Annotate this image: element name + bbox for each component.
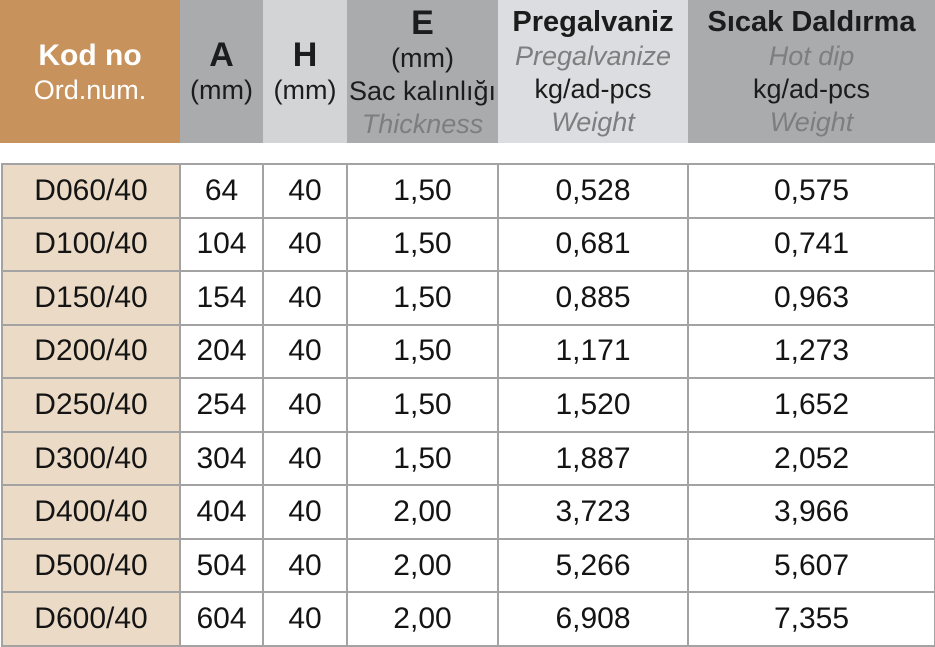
cell-pregalvaniz: 6,908 [497, 591, 689, 647]
header-pregalvaniz: Pregalvaniz Pregalvanize kg/ad-pcs Weigh… [498, 0, 688, 143]
cell-kod: D200/40 [1, 323, 181, 380]
cell-h: 40 [262, 216, 348, 273]
header-hotdip-subtitle: Hot dip [768, 41, 855, 71]
cell-kod: D500/40 [1, 537, 181, 594]
cell-a: 104 [179, 216, 264, 273]
cell-a: 404 [179, 484, 264, 540]
cell-e: 1,50 [346, 430, 499, 487]
cell-a: 304 [179, 430, 264, 487]
cell-hotdip: 0,741 [687, 216, 935, 273]
table-row: D060/40 64 40 1,50 0,528 0,575 [1, 163, 935, 219]
cell-hotdip: 7,355 [687, 591, 935, 647]
cell-a: 254 [179, 377, 264, 433]
cell-h: 40 [262, 430, 348, 487]
cell-e: 1,50 [346, 377, 499, 433]
cell-h: 40 [262, 323, 348, 380]
cell-a: 154 [179, 270, 264, 326]
header-h: H (mm) [263, 0, 347, 143]
cell-hotdip: 1,273 [687, 323, 935, 380]
cell-hotdip: 1,652 [687, 377, 935, 433]
cell-h: 40 [262, 163, 348, 219]
cell-pregalvaniz: 1,887 [497, 430, 689, 487]
cell-h: 40 [262, 591, 348, 647]
header-e-unit: (mm) [391, 43, 454, 73]
cell-a: 604 [179, 591, 264, 647]
cell-kod: D400/40 [1, 484, 181, 540]
cell-e: 1,50 [346, 163, 499, 219]
cell-h: 40 [262, 484, 348, 540]
cell-e: 1,50 [346, 270, 499, 326]
cell-h: 40 [262, 270, 348, 326]
header-h-unit: (mm) [273, 74, 337, 105]
table-row: D600/40 604 40 2,00 6,908 7,355 [1, 591, 935, 647]
header-e-label-tr: Sac kalınlığı [348, 76, 497, 106]
cell-a: 64 [179, 163, 264, 219]
header-hotdip-weight: Weight [769, 107, 854, 137]
table-header: Kod no Ord.num. A (mm) H (mm) E (mm) Sac… [0, 0, 935, 143]
header-body-gap [0, 143, 935, 163]
header-pregalvaniz-subtitle: Pregalvanize [514, 41, 672, 71]
table-row: D500/40 504 40 2,00 5,266 5,607 [1, 537, 935, 594]
header-pregalvaniz-title: Pregalvaniz [512, 6, 674, 38]
cell-e: 1,50 [346, 323, 499, 380]
cell-e: 2,00 [346, 537, 499, 594]
cell-h: 40 [262, 537, 348, 594]
cell-h: 40 [262, 377, 348, 433]
cell-kod: D150/40 [1, 270, 181, 326]
cell-hotdip: 3,966 [687, 484, 935, 540]
header-e-label-en: Thickness [361, 109, 484, 139]
cell-hotdip: 0,963 [687, 270, 935, 326]
cell-e: 2,00 [346, 484, 499, 540]
table-row: D200/40 204 40 1,50 1,171 1,273 [1, 323, 935, 380]
cell-pregalvaniz: 0,885 [497, 270, 689, 326]
cell-pregalvaniz: 0,681 [497, 216, 689, 273]
cell-pregalvaniz: 1,520 [497, 377, 689, 433]
header-pregalvaniz-weight: Weight [551, 107, 635, 137]
table-row: D300/40 304 40 1,50 1,887 2,052 [1, 430, 935, 487]
header-a: A (mm) [180, 0, 263, 143]
table-row: D150/40 154 40 1,50 0,885 0,963 [1, 270, 935, 326]
table-row: D100/40 104 40 1,50 0,681 0,741 [1, 216, 935, 273]
header-h-title: H [292, 35, 318, 74]
cell-hotdip: 0,575 [687, 163, 935, 219]
cell-kod: D250/40 [1, 377, 181, 433]
header-hotdip-title: Sıcak Daldırma [707, 6, 916, 38]
cell-pregalvaniz: 1,171 [497, 323, 689, 380]
cell-kod: D100/40 [1, 216, 181, 273]
header-hotdip-unit: kg/ad-pcs [752, 74, 871, 104]
header-a-unit: (mm) [190, 74, 253, 105]
cell-pregalvaniz: 3,723 [497, 484, 689, 540]
header-kod-title: Kod no [38, 38, 142, 72]
cell-kod: D060/40 [1, 163, 181, 219]
cell-kod: D300/40 [1, 430, 181, 487]
cell-hotdip: 5,607 [687, 537, 935, 594]
header-pregalvaniz-unit: kg/ad-pcs [534, 74, 652, 104]
header-e-title: E [411, 4, 434, 42]
table-row: D400/40 404 40 2,00 3,723 3,966 [1, 484, 935, 540]
header-sicak-daldirma: Sıcak Daldırma Hot dip kg/ad-pcs Weight [688, 0, 935, 143]
cell-e: 1,50 [346, 216, 499, 273]
header-e-thickness: E (mm) Sac kalınlığı Thickness [347, 0, 498, 143]
cell-pregalvaniz: 5,266 [497, 537, 689, 594]
cell-pregalvaniz: 0,528 [497, 163, 689, 219]
cell-kod: D600/40 [1, 591, 181, 647]
cell-a: 204 [179, 323, 264, 380]
header-kod-subtitle: Ord.num. [33, 74, 147, 105]
header-kod-no: Kod no Ord.num. [0, 0, 180, 143]
table-row: D250/40 254 40 1,50 1,520 1,652 [1, 377, 935, 433]
cell-e: 2,00 [346, 591, 499, 647]
cell-a: 504 [179, 537, 264, 594]
cell-hotdip: 2,052 [687, 430, 935, 487]
data-table: D060/40 64 40 1,50 0,528 0,575 D100/40 1… [1, 163, 935, 647]
header-a-title: A [209, 35, 234, 74]
